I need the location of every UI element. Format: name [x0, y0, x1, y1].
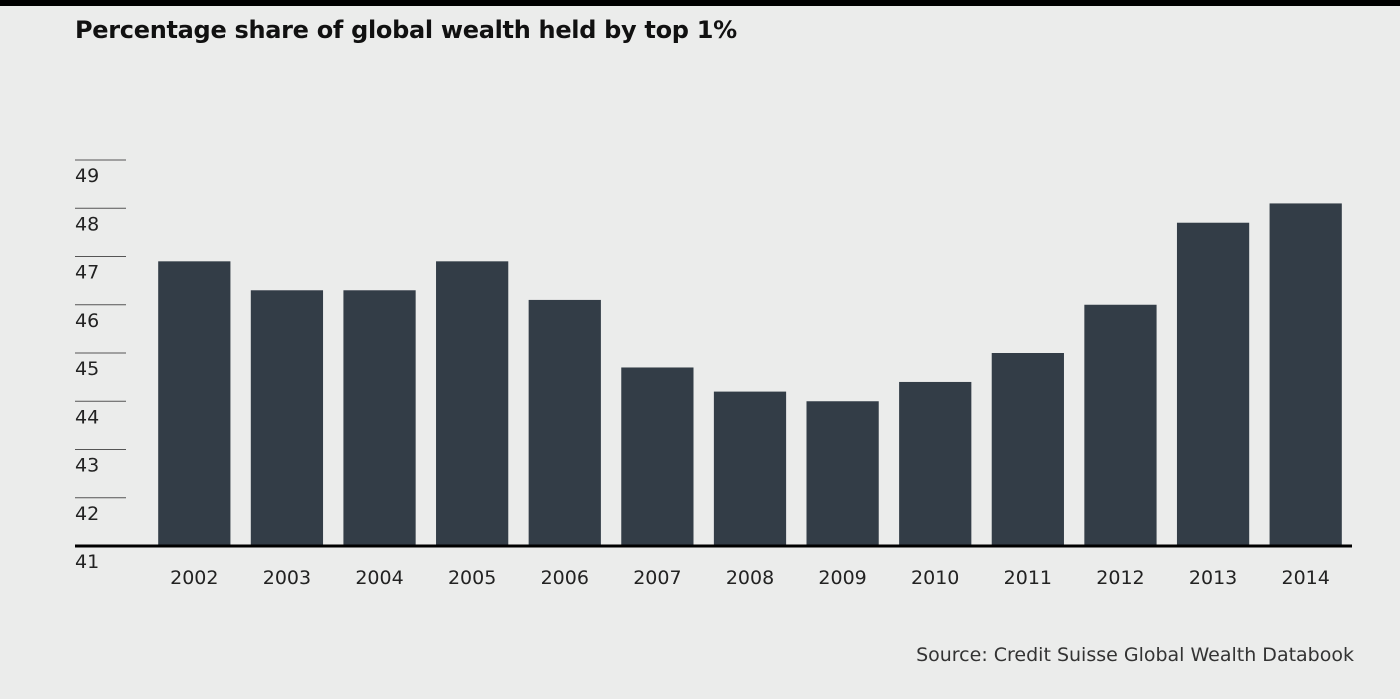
- bar-2003: [250, 290, 324, 546]
- source-note: Source: Credit Suisse Global Wealth Data…: [916, 644, 1354, 666]
- y-tick-label: 42: [75, 503, 99, 525]
- bar-2011: [991, 353, 1064, 546]
- bar-2008: [713, 391, 787, 546]
- bar-2013: [1176, 222, 1250, 546]
- y-tick-label: 41: [75, 551, 99, 573]
- bar-2012: [1084, 304, 1157, 546]
- bar-2002: [158, 261, 231, 546]
- bar-2014: [1269, 203, 1342, 547]
- bar-2010: [899, 381, 972, 546]
- x-tick-label: 2008: [726, 567, 774, 589]
- y-tick-label: 44: [75, 406, 99, 428]
- x-tick-label: 2007: [633, 567, 681, 589]
- y-axis: 41 42 43 44 45 46 47 48 49: [75, 159, 126, 573]
- bars: [158, 203, 1342, 547]
- x-tick-label: 2009: [818, 567, 866, 589]
- y-tick-label: 49: [75, 165, 99, 187]
- bar-2006: [528, 299, 601, 546]
- bar-2009: [806, 401, 879, 546]
- bar-2007: [621, 367, 694, 546]
- x-tick-label: 2013: [1189, 567, 1237, 589]
- x-tick-label: 2011: [1004, 567, 1052, 589]
- bar-2005: [436, 261, 509, 546]
- chart-title: Percentage share of global wealth held b…: [75, 16, 737, 44]
- y-tick-label: 47: [75, 262, 99, 284]
- x-tick-label: 2003: [263, 567, 311, 589]
- x-axis: 2002 2003 2004 2005 2006 2007 2008 2009 2010 2011…: [75, 544, 1352, 589]
- x-tick-label: 2012: [1096, 567, 1144, 589]
- y-tick-label: 45: [75, 358, 99, 380]
- x-tick-label: 2014: [1282, 567, 1330, 589]
- x-tick-label: 2010: [911, 567, 959, 589]
- y-tick-label: 43: [75, 455, 99, 477]
- x-tick-label: 2002: [170, 567, 218, 589]
- x-tick-label: 2006: [541, 567, 589, 589]
- y-tick-label: 46: [75, 310, 99, 332]
- bar-2004: [343, 290, 416, 546]
- x-tick-label: 2004: [355, 567, 403, 589]
- top-border: [0, 0, 1400, 6]
- x-tick-label: 2005: [448, 567, 496, 589]
- y-tick-label: 48: [75, 213, 99, 235]
